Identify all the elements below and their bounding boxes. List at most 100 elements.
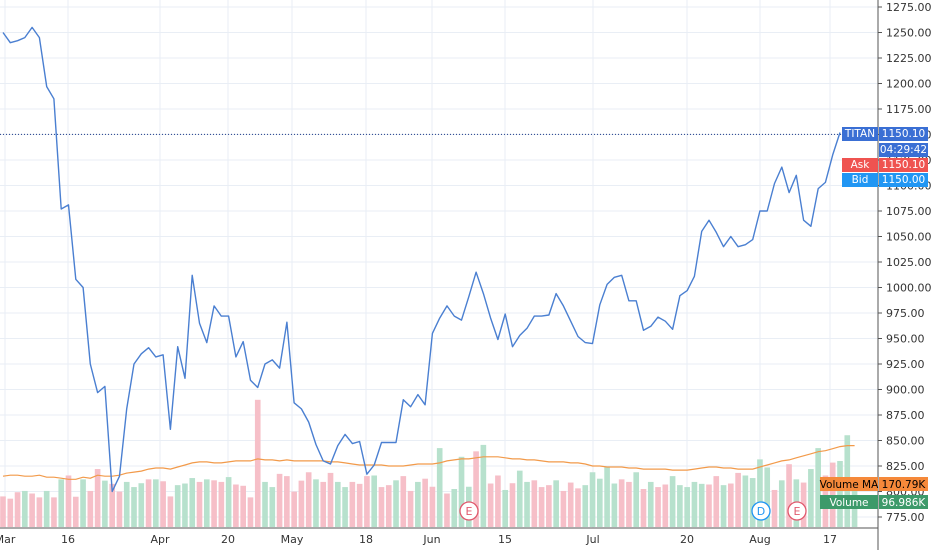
volume-bar xyxy=(138,483,145,527)
volume-bar xyxy=(742,475,749,527)
y-tick-label: 950.00 xyxy=(886,333,925,346)
volume-bar xyxy=(203,479,210,527)
volume-bar xyxy=(349,481,356,527)
event-label: E xyxy=(794,505,801,518)
volume-bar xyxy=(94,469,101,527)
y-tick-label: 925.00 xyxy=(886,358,925,371)
volume-bar xyxy=(749,478,756,527)
volume-bar xyxy=(502,489,509,527)
y-tick-label: 775.00 xyxy=(886,511,925,524)
volume-bar xyxy=(808,469,814,527)
volume-bar xyxy=(189,478,196,527)
y-tick-label: 1000.00 xyxy=(886,282,932,295)
volume-bar xyxy=(109,483,115,527)
x-tick-label: Aug xyxy=(749,533,770,546)
volume-bar xyxy=(29,493,35,527)
y-tick-label: 850.00 xyxy=(886,435,925,448)
volume-bar xyxy=(764,467,771,527)
volume-bar xyxy=(72,496,79,527)
x-tick-label: Jun xyxy=(422,533,440,546)
volume-bar xyxy=(611,483,618,527)
volume-bar xyxy=(669,476,676,527)
volume-bar xyxy=(451,489,458,527)
x-tick-label: Mar xyxy=(0,533,16,546)
countdown-tag-value-bg xyxy=(879,143,928,157)
bid-tag-label: Bid xyxy=(852,174,869,186)
volume-bar xyxy=(0,496,6,527)
volume-bar xyxy=(36,497,43,527)
volume-bar xyxy=(524,481,530,527)
volume-bar xyxy=(720,485,727,527)
volume-bar xyxy=(604,466,610,527)
volume-bar xyxy=(589,472,596,527)
volume-bar xyxy=(436,448,443,527)
countdown-tag-value: 04:29:42 xyxy=(880,144,927,156)
volume-bar xyxy=(655,487,661,527)
volume-bar xyxy=(276,473,283,527)
y-tick-label: 825.00 xyxy=(886,460,925,473)
volume-bar xyxy=(582,485,589,527)
volume-bar xyxy=(553,480,559,527)
y-tick-label: 1250.00 xyxy=(886,27,932,40)
volume-bar xyxy=(233,484,239,527)
y-tick-label: 1225.00 xyxy=(886,52,932,65)
volume-bar xyxy=(691,481,698,527)
volume-bar xyxy=(458,456,465,527)
volume-bar xyxy=(174,485,181,527)
volume-bar xyxy=(327,472,334,527)
volume-bar xyxy=(298,480,305,527)
volume-bar xyxy=(43,490,50,527)
y-tick-label: 1050.00 xyxy=(886,231,932,244)
symbol-tag-value-bg xyxy=(879,127,928,141)
volume-bar xyxy=(131,487,137,527)
volume-bar xyxy=(473,451,479,527)
volume-bar xyxy=(284,476,290,527)
volume-bar xyxy=(211,480,217,527)
volume-bar xyxy=(487,483,494,527)
volume-bar xyxy=(677,485,683,527)
volume-bar xyxy=(356,483,363,527)
volume-bar xyxy=(65,475,72,527)
bid-tag-value-bg xyxy=(879,173,928,187)
volume-bar xyxy=(633,472,640,527)
volume-bar xyxy=(531,480,538,527)
volume-bar xyxy=(647,481,654,527)
y-tick-label: 900.00 xyxy=(886,384,925,397)
x-tick-label: Apr xyxy=(150,533,170,546)
symbol-tag-value: 1150.10 xyxy=(882,128,925,140)
volume-bar xyxy=(575,488,581,527)
volume-bar xyxy=(778,480,785,527)
event-label: E xyxy=(466,505,473,518)
volume-bar xyxy=(516,470,523,527)
volume-bar xyxy=(422,478,428,527)
bid-tag-value: 1150.00 xyxy=(882,174,925,186)
bid-tag-label-bg xyxy=(842,173,878,187)
symbol-tag-label: TITAN xyxy=(844,128,875,140)
volume-bar xyxy=(102,480,108,527)
volume-bar xyxy=(371,475,378,527)
volume-bar xyxy=(735,472,741,527)
volume-bar xyxy=(480,444,487,527)
event-marker xyxy=(459,501,479,521)
volume-tag-value-bg xyxy=(879,495,928,509)
volume-bar xyxy=(269,487,276,527)
volume-bar xyxy=(167,496,174,527)
ask-tag-value: 1150.10 xyxy=(882,159,925,171)
ask-tag-label: Ask xyxy=(851,159,871,171)
volume-bar xyxy=(662,484,669,527)
volume-bar xyxy=(706,484,712,527)
volume-bar xyxy=(7,498,14,527)
y-tick-label: 1200.00 xyxy=(886,78,932,91)
x-tick-label: 18 xyxy=(359,533,373,546)
x-tick-label: 16 xyxy=(61,533,75,546)
volume-bar xyxy=(14,492,21,527)
y-tick-label: 1025.00 xyxy=(886,256,932,269)
volume-bar xyxy=(698,483,705,527)
x-tick-label: 17 xyxy=(823,533,837,546)
volume-tag-label-bg xyxy=(820,495,878,509)
x-tick-label: 20 xyxy=(680,533,694,546)
volume-bar xyxy=(160,481,166,527)
volume-bar xyxy=(182,483,188,527)
